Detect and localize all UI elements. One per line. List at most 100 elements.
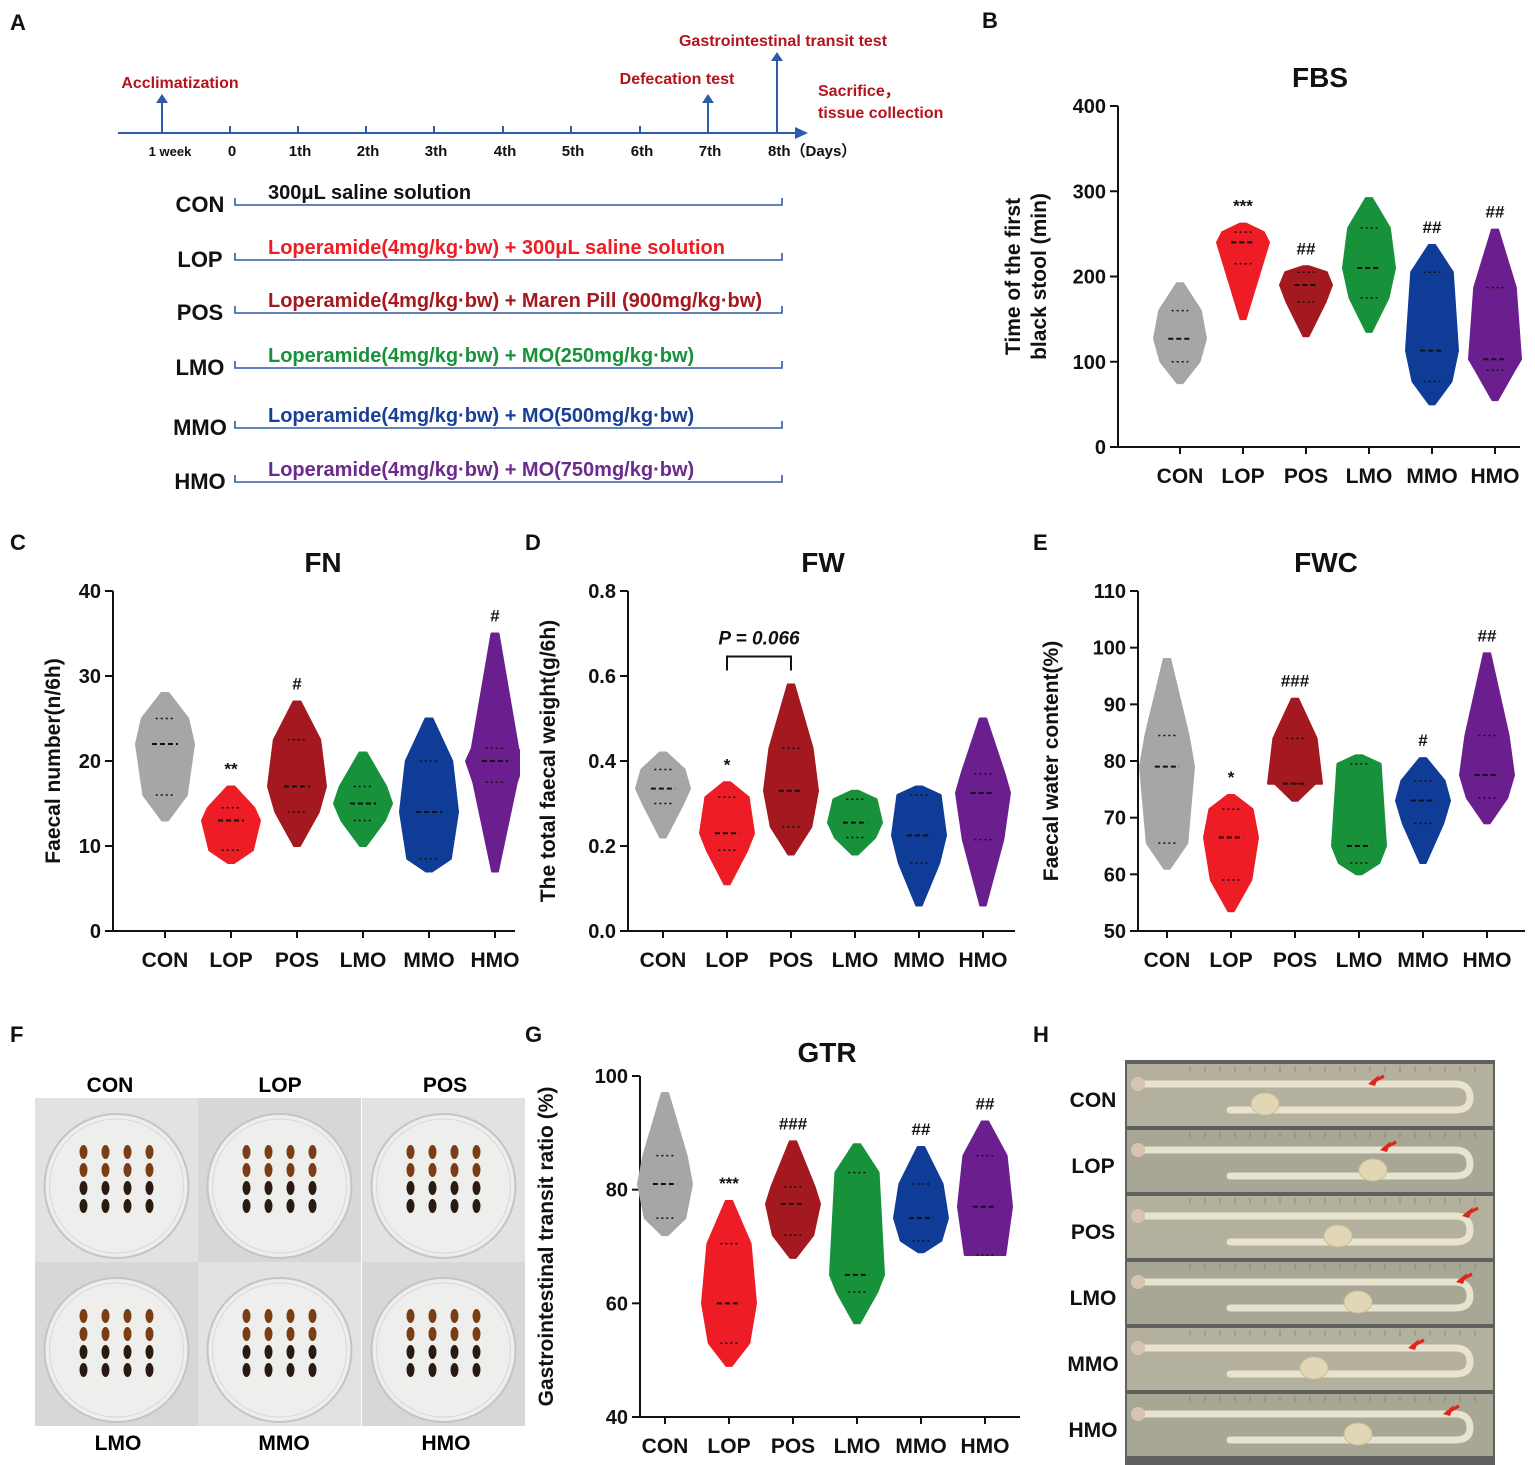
faecal-pellet — [123, 1199, 132, 1213]
faecal-pellet — [428, 1327, 437, 1341]
faecal-pellet — [242, 1199, 251, 1213]
group-name-mmo: MMO — [173, 415, 227, 440]
petri-dish — [370, 1277, 517, 1423]
y-tick-label: 0.6 — [588, 666, 616, 688]
faecal-pellet — [145, 1363, 154, 1377]
significance-mark: ## — [1486, 203, 1505, 222]
group-name-lop: LOP — [177, 247, 222, 272]
photo-h-label-lmo: LMO — [1070, 1287, 1117, 1310]
violin-lop — [1216, 222, 1270, 321]
faecal-pellet — [145, 1327, 154, 1341]
violin-hmo — [1468, 228, 1522, 402]
violin-lmo — [1342, 197, 1396, 333]
faecal-pellet — [428, 1145, 437, 1159]
intestine-strip-bg — [1127, 1196, 1493, 1258]
timeline-panel: 1 week 0 1th 2th 3th 4th 5th 6th 7th 8th（Days） Acc… — [118, 33, 943, 494]
petri-dish-rim — [212, 1282, 347, 1418]
group-treatment-hmo: Loperamide(4mg/kg·bw) + MO(750mg/kg·bw) — [268, 459, 694, 481]
chart-fwc: FWC Faecal water content(%) 50 60 70 80 90 100 1… — [1040, 547, 1525, 972]
y-tick-label: 50 — [1104, 921, 1126, 943]
petri-dish-rim — [49, 1118, 184, 1254]
faecal-pellet — [79, 1163, 88, 1177]
y-tick-label: 200 — [1073, 267, 1106, 289]
x-tick-label-mmo: MMO — [893, 949, 944, 972]
significance-mark: ### — [779, 1114, 808, 1133]
faecal-pellet — [242, 1309, 251, 1323]
photo-f-label-top-1: LOP — [258, 1074, 301, 1097]
faecal-pellet — [406, 1199, 415, 1213]
faecal-pellet — [264, 1145, 273, 1159]
x-tick-label-hmo: HMO — [961, 1435, 1010, 1458]
timeline-tick-label: 2th — [357, 143, 380, 160]
acclimatization-arrow-head — [156, 94, 168, 103]
cecum — [1343, 1422, 1373, 1446]
x-tick-label-mmo: MMO — [1406, 465, 1457, 488]
y-tick-label: 40 — [606, 1407, 628, 1429]
y-tick-label: 400 — [1073, 96, 1106, 118]
y-axis-label: Faecal water content(%) — [1040, 641, 1063, 881]
faecal-pellet — [428, 1309, 437, 1323]
faecal-pellet — [264, 1363, 273, 1377]
intestine — [1131, 1344, 1474, 1378]
x-tick-label-pos: POS — [771, 1435, 815, 1458]
faecal-pellet — [123, 1309, 132, 1323]
chart-fw: FW The total faecal weight(g/6h) 0.0 0.2 0.4… — [537, 547, 1015, 972]
x-tick-label-lmo: LMO — [340, 949, 387, 972]
photo-f-label-top-0: CON — [87, 1074, 134, 1097]
x-tick-label-mmo: MMO — [403, 949, 454, 972]
y-axis-label: Time of the first black stool (min) — [1002, 193, 1051, 360]
faecal-pellet — [450, 1199, 459, 1213]
timeline-tick-label: 1th — [289, 143, 312, 160]
violin-hmo — [465, 632, 520, 873]
stomach-end — [1131, 1407, 1145, 1421]
y-tick-label: 90 — [1104, 694, 1126, 716]
faecal-pellet — [264, 1163, 273, 1177]
p-value-label: P = 0.066 — [718, 629, 800, 650]
chart-gtr: GTR Gastrointestinal transit ratio (%) 40 6… — [535, 1037, 1020, 1458]
faecal-pellet — [308, 1145, 317, 1159]
x-tick-label-con: CON — [642, 1435, 689, 1458]
intestine — [1131, 1410, 1474, 1444]
y-tick-label: 300 — [1073, 181, 1106, 203]
faecal-pellet — [286, 1363, 295, 1377]
x-tick-label-pos: POS — [1273, 949, 1317, 972]
group-name-lmo: LMO — [176, 355, 225, 380]
faecal-pellet — [145, 1309, 154, 1323]
intestine-strip-bg — [1127, 1130, 1493, 1192]
y-tick-label: 20 — [79, 751, 101, 773]
violin-lmo — [333, 751, 393, 847]
petri-dish-rim — [212, 1118, 347, 1254]
y-axis-label-line: black stool (min) — [1028, 193, 1051, 360]
petri-dish — [206, 1113, 353, 1259]
faecal-pellet — [242, 1363, 251, 1377]
violin-lmo — [829, 1143, 885, 1325]
faecal-pellet — [101, 1181, 110, 1195]
faecal-pellet — [428, 1363, 437, 1377]
faecal-pellet — [101, 1163, 110, 1177]
violin-hmo — [1459, 652, 1515, 825]
panel-letter-d: D — [525, 530, 541, 555]
chart-fbs: FBS Time of the first black stool (min) 0 10… — [1002, 62, 1522, 488]
y-tick-label: 10 — [79, 836, 101, 858]
faecal-pellet — [428, 1163, 437, 1177]
faecal-pellet — [123, 1327, 132, 1341]
faecal-pellet — [242, 1163, 251, 1177]
x-tick-label-lmo: LMO — [832, 949, 879, 972]
comparison-bracket — [726, 655, 792, 671]
group-treatment-con: 300μL saline solution — [268, 182, 471, 204]
group-name-hmo: HMO — [174, 469, 225, 494]
x-tick-label-mmo: MMO — [895, 1435, 946, 1458]
y-axis-label-line: Faecal number(n/6h) — [42, 658, 65, 863]
faecal-pellet — [242, 1327, 251, 1341]
faecal-pellet — [286, 1345, 295, 1359]
panel-letter-g: G — [525, 1022, 543, 1047]
violin-lmo — [1331, 754, 1387, 876]
significance-mark: ## — [912, 1120, 931, 1139]
group-name-con: CON — [176, 192, 225, 217]
violin-mmo — [891, 785, 947, 907]
chart-title: FBS — [1292, 62, 1348, 93]
faecal-pellet — [264, 1181, 273, 1195]
violin-mmo — [1405, 243, 1459, 406]
faecal-pellet — [101, 1199, 110, 1213]
y-tick-label: 40 — [79, 581, 101, 603]
